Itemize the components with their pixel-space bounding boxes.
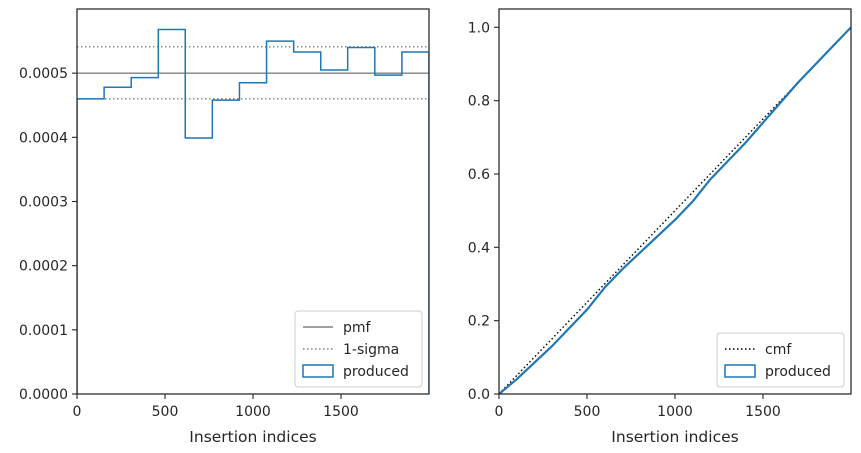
legend-label: 1-sigma — [343, 342, 399, 358]
y-tick-label: 0.6 — [468, 167, 490, 183]
legend-label: produced — [343, 364, 409, 380]
plot-area — [499, 9, 851, 394]
x-tick-label: 500 — [152, 404, 179, 420]
y-tick-label: 0.8 — [468, 94, 490, 110]
y-tick-label: 0.0001 — [19, 323, 68, 339]
x-axis-label: Insertion indices — [189, 428, 316, 446]
plot-panel-2: 0.0 0.2 0.4 0.6 0.8 1.0 0 500 1000 1500 Insertion … — [468, 8, 852, 446]
produced-line — [499, 26, 851, 394]
legend: cmf produced — [716, 332, 845, 388]
legend-label: produced — [765, 364, 831, 380]
plot-panel-1: 0.0000 0.0001 0.0002 0.0003 0.0004 0.0005 0 500… — [19, 8, 430, 446]
plot-content — [499, 26, 851, 394]
x-tick-label: 0 — [73, 404, 82, 420]
y-tick-label: 0.0 — [468, 387, 490, 403]
y-tick-label: 0.0000 — [19, 387, 68, 403]
x-tick-label: 500 — [574, 404, 601, 420]
produced-histogram — [77, 28, 429, 394]
y-tick-label: 0.4 — [468, 240, 490, 256]
cmf-line — [499, 26, 851, 394]
y-tick-label: 0.0005 — [19, 66, 68, 82]
legend: pmf 1-sigma produced — [294, 310, 423, 388]
legend-handle-produced — [302, 364, 334, 378]
y-tick-label: 0.0004 — [19, 130, 68, 146]
plot-content — [77, 28, 429, 394]
x-axis-label: Insertion indices — [611, 428, 738, 446]
y-tick-label: 0.0002 — [19, 259, 68, 275]
y-tick-label: 0.2 — [468, 314, 490, 330]
y-tick-label: 0.0003 — [19, 195, 68, 211]
legend-label: pmf — [343, 320, 372, 336]
y-tick-label: 1.0 — [468, 20, 490, 36]
x-tick-label: 1000 — [235, 404, 271, 420]
x-tick-label: 0 — [495, 404, 504, 420]
legend-box — [716, 332, 845, 388]
x-tick-label: 1500 — [745, 404, 781, 420]
x-tick-label: 1500 — [323, 404, 359, 420]
legend-box — [294, 310, 423, 388]
legend-handle-produced — [724, 364, 756, 378]
legend-label: cmf — [765, 342, 792, 358]
x-tick-label: 1000 — [657, 404, 693, 420]
